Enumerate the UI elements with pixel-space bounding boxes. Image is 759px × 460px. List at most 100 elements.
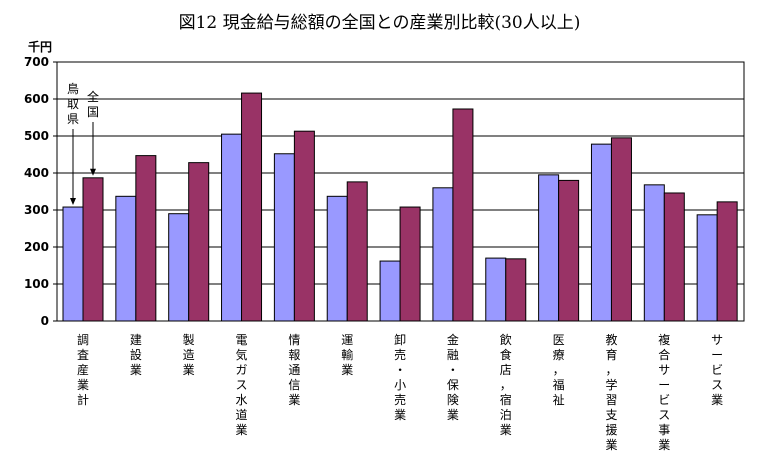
- bar-national: [505, 258, 527, 322]
- bar-tottori: [62, 206, 84, 322]
- x-category-char: 合: [658, 347, 670, 362]
- x-category-char: 調: [77, 333, 89, 347]
- y-axis-ticks: 0 100 200 300 400 500 600 700: [24, 55, 57, 328]
- bar-tottori: [485, 257, 507, 322]
- x-category-char: 計: [77, 392, 89, 407]
- x-category-char: 業: [77, 378, 89, 392]
- annotation-char: 取: [67, 97, 79, 111]
- x-category-char: 業: [500, 423, 512, 437]
- x-category-char: ・: [447, 363, 459, 377]
- x-axis-labels: 調査産業計建設業製造業電気ガス水道業情報通信業運輸業卸売・小売業金融・保険業飲食…: [77, 332, 723, 452]
- x-category-char: 融: [447, 348, 459, 362]
- bar-national: [82, 177, 104, 322]
- annotation-arrow-head: [70, 198, 76, 206]
- x-category-char: 医: [553, 333, 565, 347]
- y-tick-label: 0: [41, 314, 49, 328]
- bar-tottori: [379, 260, 401, 322]
- x-category-char: 情: [288, 333, 300, 347]
- x-category-char: 売: [394, 347, 406, 362]
- y-tick-label: 100: [24, 277, 49, 291]
- x-category-char: 習: [605, 393, 617, 407]
- x-category-char: 援: [605, 423, 617, 437]
- x-category-char: 業: [341, 363, 353, 377]
- x-category-char: 設: [130, 347, 142, 362]
- x-category-char: 療: [553, 348, 565, 362]
- x-category-char: 険: [447, 393, 459, 407]
- x-category-char: 売: [394, 392, 406, 407]
- x-category-label: 卸売・小売業: [394, 332, 406, 422]
- y-tick-label: 300: [24, 203, 49, 217]
- bars: [62, 92, 738, 322]
- x-category-char: 泊: [500, 408, 512, 422]
- annotation-char: 県: [67, 112, 79, 126]
- x-category-label: 製造業: [183, 333, 195, 377]
- x-category-char: 育: [605, 347, 617, 362]
- bar-tottori: [643, 184, 665, 322]
- x-category-char: 業: [130, 363, 142, 377]
- x-category-label: 建設業: [130, 333, 142, 377]
- x-category-char: ビ: [711, 363, 723, 377]
- x-category-char: 事: [658, 423, 670, 437]
- x-category-char: 製: [183, 333, 195, 347]
- x-category-char: 運: [341, 333, 353, 347]
- x-category-char: 道: [236, 408, 248, 422]
- x-category-label: 飲食店，宿泊業: [500, 332, 512, 437]
- bar-national: [452, 108, 474, 322]
- bar-tottori: [115, 195, 137, 322]
- y-tick-label: 200: [24, 240, 49, 254]
- bar-national: [399, 206, 421, 322]
- bar-tottori: [221, 133, 243, 322]
- x-category-char: ，: [553, 363, 565, 377]
- bar-tottori: [326, 195, 348, 322]
- x-category-char: 査: [77, 348, 89, 362]
- x-category-char: 建: [130, 333, 142, 347]
- y-tick-label: 500: [24, 129, 49, 143]
- bar-tottori: [273, 153, 295, 322]
- bar-tottori: [590, 143, 612, 322]
- bar-national: [716, 201, 738, 322]
- bar-national: [135, 155, 157, 322]
- x-category-char: ー: [658, 378, 670, 392]
- bar-tottori: [696, 214, 718, 322]
- y-tick-label: 400: [24, 166, 49, 180]
- bar-national: [610, 137, 632, 322]
- annotation-char: 国: [87, 105, 99, 119]
- annotation-arrow-head: [90, 168, 96, 176]
- x-category-char: 業: [711, 393, 723, 407]
- x-category-char: 祉: [553, 393, 565, 407]
- x-category-char: ス: [711, 378, 723, 392]
- x-category-char: 産: [77, 362, 89, 377]
- x-category-char: 食: [500, 347, 512, 362]
- chart-title: 図12 現金給与総額の全国との産業別比較(30人以上): [178, 13, 581, 33]
- x-category-label: 運輸業: [341, 333, 353, 377]
- x-category-char: 報: [288, 348, 300, 362]
- x-category-char: 気: [236, 347, 248, 362]
- x-category-char: 業: [394, 408, 406, 422]
- x-category-char: 輸: [341, 347, 353, 362]
- x-category-char: 小: [394, 378, 406, 392]
- annotation-char: 鳥: [67, 81, 79, 96]
- x-category-char: ・: [394, 363, 406, 377]
- x-category-char: 学: [605, 377, 617, 392]
- x-category-char: 保: [447, 378, 459, 392]
- x-category-char: 卸: [394, 332, 406, 347]
- x-category-char: 業: [447, 408, 459, 422]
- x-category-label: 金融・保険業: [447, 332, 459, 422]
- x-category-char: 業: [288, 393, 300, 407]
- bar-national: [558, 179, 580, 322]
- bar-tottori: [168, 213, 190, 322]
- x-category-char: ス: [658, 408, 670, 422]
- bar-national: [293, 130, 315, 322]
- y-tick-label: 600: [24, 92, 49, 106]
- x-category-char: 店: [500, 363, 512, 377]
- bar-national: [188, 162, 210, 322]
- x-category-char: 宿: [500, 392, 512, 407]
- bar-national: [241, 92, 263, 322]
